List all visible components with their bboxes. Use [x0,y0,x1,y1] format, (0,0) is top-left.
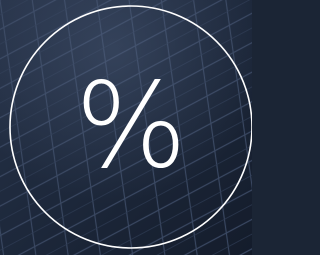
page: {"icon": {"symbol": "%"}} % (() => { con… [0,0,252,255]
icon-tile: % [0,0,252,255]
percent-symbol: % [75,56,187,194]
